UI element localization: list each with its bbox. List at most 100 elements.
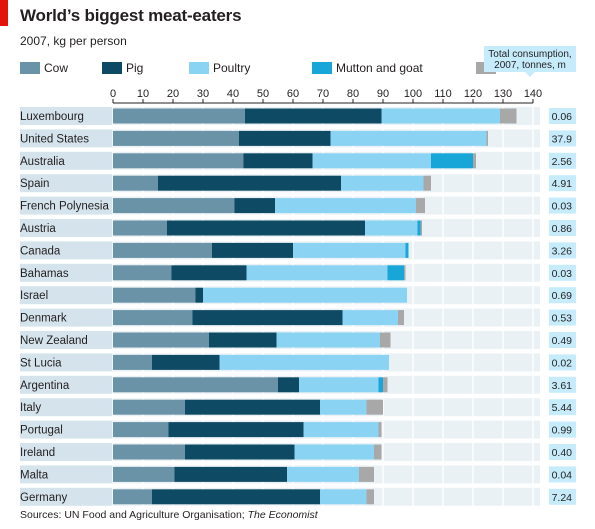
row-label-bg-austria [20, 219, 113, 237]
legend-label-poultry: Poultry [213, 61, 250, 75]
consumption-box-canada [549, 242, 576, 259]
bar-spain-other [423, 175, 431, 191]
consumption-box-germany [549, 488, 576, 505]
consumption-header-pointer [525, 72, 535, 77]
bar-new-zealand-other [380, 332, 391, 348]
consumption-box-argentina [549, 376, 576, 393]
x-tick-label-140: 140 [524, 88, 542, 100]
category-label-united-states: United States [20, 133, 89, 145]
consumption-box-austria [549, 220, 576, 236]
bar-canada-poultry [293, 242, 406, 258]
source-note: Sources: UN Food and Agriculture Organis… [20, 509, 318, 521]
bar-australia-other [473, 153, 476, 169]
category-label-st-lucia: St Lucia [20, 357, 62, 369]
row-label-bg-st-lucia [20, 353, 113, 372]
category-label-australia: Australia [20, 156, 65, 168]
bar-portugal-cow [113, 422, 169, 438]
bar-new-zealand-pig [209, 332, 277, 348]
row-label-bg-ireland [20, 443, 113, 461]
consumption-value-argentina: 3.61 [552, 380, 573, 392]
consumption-value-israel: 0.69 [552, 290, 573, 302]
row-label-bg-portugal [20, 420, 113, 439]
category-label-italy: Italy [20, 402, 41, 414]
bar-ireland-poultry [294, 444, 374, 460]
consumption-header-box [484, 46, 576, 72]
bar-australia-poultry [312, 153, 431, 169]
bar-french-polynesia-pig [234, 198, 275, 214]
consumption-box-denmark [549, 309, 576, 326]
bar-bahamas-other [404, 265, 406, 281]
bar-malta-poultry [287, 466, 359, 482]
consumption-header-line-1: Total consumption, [488, 49, 571, 60]
bar-argentina-mutton-and-goat [378, 377, 383, 393]
x-tick-label-80: 80 [347, 88, 359, 100]
category-label-denmark: Denmark [20, 313, 67, 325]
bar-french-polynesia-cow [113, 198, 235, 214]
row-label-bg-new-zealand [20, 331, 113, 349]
consumption-value-united-states: 37.9 [552, 133, 573, 145]
category-label-french-polynesia: French Polynesia [20, 201, 109, 213]
consumption-value-italy: 5.44 [552, 402, 573, 414]
consumption-box-united-states [549, 130, 576, 147]
bar-australia-mutton-and-goat [431, 153, 473, 169]
bar-argentina-cow [113, 377, 278, 393]
row-label-bg-spain [20, 174, 113, 193]
bar-bahamas-cow [113, 265, 172, 281]
bar-st-lucia-cow [113, 354, 152, 370]
consumption-value-french-polynesia: 0.03 [552, 201, 573, 213]
consumption-box-new-zealand [549, 332, 576, 348]
x-tick-label-70: 70 [317, 88, 329, 100]
bar-austria-mutton-and-goat [417, 220, 421, 236]
bar-spain-poultry [341, 175, 424, 191]
consumption-box-australia [549, 152, 576, 169]
consumption-value-canada: 3.26 [552, 245, 573, 257]
row-label-bg-israel [20, 286, 113, 305]
bar-bahamas-pig [171, 265, 247, 281]
bar-united-states-pig [239, 130, 331, 146]
row-label-bg-italy [20, 398, 113, 417]
bar-italy-cow [113, 399, 185, 415]
consumption-box-ireland [549, 444, 576, 460]
bar-malta-pig [174, 466, 287, 482]
category-label-new-zealand: New Zealand [20, 335, 88, 347]
legend-swatch-poultry [189, 62, 209, 74]
consumption-box-luxembourg [549, 108, 576, 124]
bar-new-zealand-poultry [276, 332, 380, 348]
row-label-bg-germany [20, 487, 113, 506]
consumption-value-denmark: 0.53 [552, 313, 573, 325]
bar-australia-cow [113, 153, 244, 169]
bar-united-states-poultry [330, 130, 487, 146]
category-label-malta: Malta [20, 469, 49, 481]
bar-luxembourg-cow [113, 108, 245, 124]
consumption-box-malta [549, 466, 576, 483]
bar-portugal-poultry [303, 422, 379, 438]
bar-canada-pig [212, 242, 293, 258]
consumption-value-portugal: 0.99 [552, 425, 573, 437]
consumption-value-austria: 0.86 [552, 223, 573, 235]
x-tick-label-50: 50 [257, 88, 269, 100]
x-tick-label-120: 120 [464, 88, 482, 100]
x-tick-label-60: 60 [287, 88, 299, 100]
bar-bahamas-poultry [246, 265, 388, 281]
bar-austria-poultry [365, 220, 418, 236]
bar-israel-cow [113, 287, 196, 303]
chart-subtitle: 2007, kg per person [20, 34, 127, 48]
bar-ireland-other [374, 444, 382, 460]
consumption-box-portugal [549, 421, 576, 438]
legend-swatch-mutton-and-goat [312, 62, 332, 74]
consumption-value-luxembourg: 0.06 [552, 111, 573, 123]
x-tick-label-30: 30 [197, 88, 209, 100]
consumption-value-spain: 4.91 [552, 178, 573, 190]
bar-germany-poultry [320, 489, 367, 505]
bar-ireland-pig [185, 444, 295, 460]
category-label-austria: Austria [20, 223, 56, 235]
bar-malta-cow [113, 466, 175, 482]
bar-new-zealand-cow [113, 332, 209, 348]
consumption-box-bahamas [549, 264, 576, 281]
bar-denmark-other [398, 310, 404, 326]
bar-argentina-poultry [299, 377, 379, 393]
bar-israel-pig [195, 287, 203, 303]
bar-germany-cow [113, 489, 152, 505]
row-label-bg-french-polynesia [20, 196, 113, 215]
